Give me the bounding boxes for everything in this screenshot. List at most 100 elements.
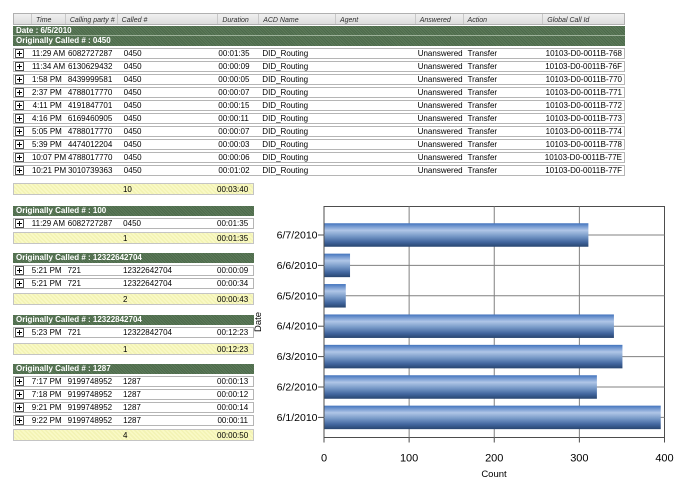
cell-called: 0450 — [123, 49, 142, 58]
cell-time: 11:29 AM — [31, 219, 65, 228]
cell-calling: 4788017770 — [67, 127, 113, 136]
expand-row-icon[interactable] — [15, 390, 24, 399]
summary-cell-called: 10 — [122, 185, 132, 194]
cell-time: 4:11 PM — [32, 101, 62, 110]
cell-acd: DID_Routing — [262, 114, 309, 123]
cell-expand — [14, 328, 32, 337]
expand-row-icon[interactable] — [15, 75, 24, 84]
summary-cell-duration: 00:12:23 — [217, 345, 249, 354]
cell-answered: Unanswered — [417, 88, 463, 97]
cell-calling: 721 — [67, 266, 81, 275]
cell-expand — [14, 153, 32, 162]
cell-called: 12322642704 — [123, 279, 172, 288]
cell-action: Transfer — [467, 62, 498, 71]
expand-row-icon[interactable] — [15, 416, 24, 425]
expand-row-icon[interactable] — [15, 101, 24, 110]
cell-calling: 6082727287 — [67, 49, 113, 58]
y-tick-label: 6/2/2010 — [277, 382, 318, 394]
expand-row-icon[interactable] — [15, 49, 24, 58]
y-axis-title: Date — [253, 312, 264, 332]
expand-row-icon[interactable] — [15, 403, 24, 412]
cell-duration: 00:00:12 — [217, 390, 249, 399]
x-tick-label: 400 — [655, 453, 673, 465]
cell-acd: DID_Routing — [262, 62, 309, 71]
cell-called: 0450 — [123, 140, 142, 149]
cell-action: Transfer — [467, 127, 498, 136]
column-header-global: Global Call Id — [547, 16, 590, 24]
column-header-action: Action — [464, 14, 544, 24]
cell-time: 2:37 PM — [32, 88, 62, 97]
x-tick-label: 0 — [321, 453, 327, 465]
cell-called: 12322842704 — [123, 328, 172, 337]
cell-calling: 8439999581 — [67, 75, 113, 84]
column-header-called: Called # — [118, 14, 219, 24]
cell-called: 0450 — [123, 153, 142, 162]
call-row: 2:37 PM 4788017770 0450 00:00:07 DID_Routing… — [13, 87, 625, 98]
cell-expand — [14, 49, 32, 58]
expand-row-icon[interactable] — [15, 279, 24, 288]
expand-row-icon[interactable] — [15, 328, 24, 337]
cell-acd: DID_Routing — [262, 49, 309, 58]
call-row: 10:21 PM 3010739363 0450 00:01:02 DID_Routin… — [13, 165, 625, 176]
cell-duration: 00:01:35 — [218, 49, 250, 58]
group-summary-row: 2 00:00:43 — [13, 293, 254, 305]
expand-row-icon[interactable] — [15, 62, 24, 71]
call-row: 5:21 PM 721 12322642704 00:00:34 — [13, 278, 254, 289]
cell-global: 10103-D0-0011B-773 — [545, 114, 622, 123]
expand-row-icon[interactable] — [15, 377, 24, 386]
y-tick-label: 6/1/2010 — [277, 412, 318, 424]
cell-called: 0450 — [123, 62, 142, 71]
bar-6/3/2010 — [324, 344, 623, 369]
group-band: Originally Called # : 1287 — [13, 364, 254, 374]
cell-answered: Unanswered — [417, 114, 463, 123]
expand-row-icon[interactable] — [15, 140, 24, 149]
cell-called: 0450 — [123, 88, 142, 97]
cell-time: 7:17 PM — [31, 377, 62, 386]
cell-global: 10103-D0-0011B-778 — [545, 140, 622, 149]
call-row: 9:21 PM 9199748952 1287 00:00:14 — [13, 402, 254, 413]
call-row: 10:07 PM 4788017770 0450 00:00:06 DID_Routin… — [13, 152, 625, 163]
x-tick-label: 100 — [400, 453, 418, 465]
group-summary-row: 4 00:00:50 — [13, 429, 254, 441]
expand-row-icon[interactable] — [15, 127, 24, 136]
cell-global: 10103-D0-0011B-77E — [544, 153, 623, 162]
bar-6/4/2010 — [324, 314, 614, 338]
group-summary-row: 10 00:03:40 — [13, 183, 254, 195]
cell-called: 0450 — [123, 75, 142, 84]
cell-acd: DID_Routing — [262, 140, 309, 149]
expand-row-icon[interactable] — [15, 266, 24, 275]
cell-answered: Unanswered — [417, 153, 463, 162]
expand-row-icon[interactable] — [15, 114, 24, 123]
cell-duration: 00:00:14 — [217, 403, 249, 412]
y-tick-label: 6/6/2010 — [277, 260, 318, 272]
cell-time: 5:39 PM — [32, 140, 62, 149]
cell-time: 1:58 PM — [32, 75, 62, 84]
expand-row-icon[interactable] — [15, 88, 24, 97]
summary-cell-duration: 00:01:35 — [217, 234, 249, 243]
cell-time: 5:05 PM — [32, 127, 62, 136]
cell-time: 11:29 AM — [31, 49, 66, 58]
call-row: 4:11 PM 4191847701 0450 00:00:15 DID_Routing… — [13, 100, 625, 111]
summary-cell-called: 4 — [122, 431, 128, 440]
date-group-band: Date : 6/5/2010 — [13, 26, 625, 36]
cell-calling: 9199748952 — [67, 377, 113, 386]
cell-duration: 00:00:09 — [218, 62, 250, 71]
cell-action: Transfer — [467, 88, 498, 97]
cell-calling: 9199748952 — [67, 390, 113, 399]
call-report-tables: Time Calling party # Called # Duration ACD N… — [13, 13, 625, 441]
cell-called: 0450 — [123, 114, 142, 123]
column-header-expand — [14, 14, 32, 24]
cell-called: 12322642704 — [123, 266, 172, 275]
cell-duration: 00:00:34 — [217, 279, 249, 288]
cell-calling: 4788017770 — [67, 88, 113, 97]
cell-duration: 00:00:11 — [218, 114, 249, 123]
call-row: 9:22 PM 9199748952 1287 00:00:11 — [13, 415, 254, 426]
expand-row-icon[interactable] — [15, 153, 24, 162]
cell-duration: 00:00:09 — [217, 266, 249, 275]
expand-row-icon[interactable] — [15, 219, 24, 228]
expand-row-icon[interactable] — [15, 166, 24, 175]
cell-calling: 4788017770 — [67, 153, 113, 162]
cell-expand — [14, 219, 32, 228]
bar-6/7/2010 — [324, 223, 589, 247]
cell-expand — [14, 140, 32, 149]
